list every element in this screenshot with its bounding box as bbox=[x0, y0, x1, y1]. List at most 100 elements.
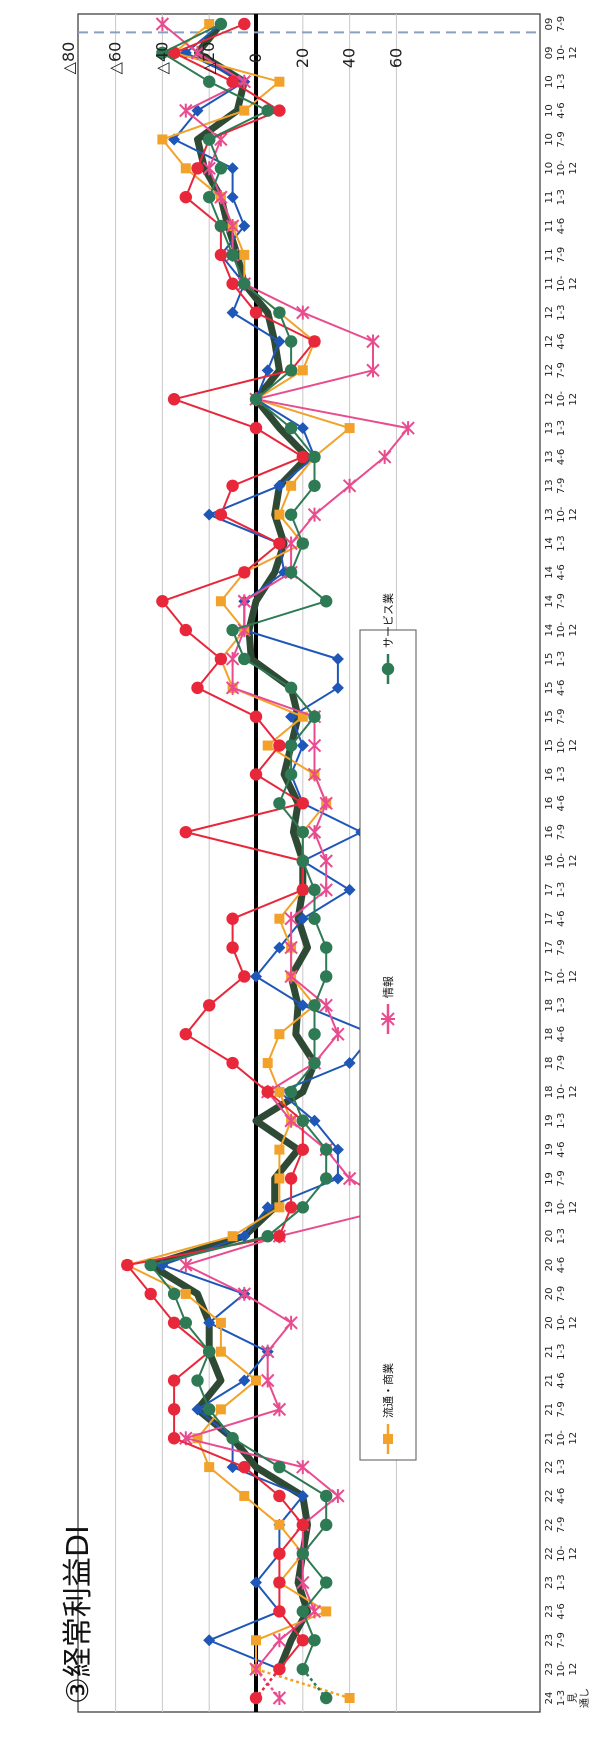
data-point bbox=[214, 190, 228, 205]
data-point bbox=[214, 162, 228, 175]
x-tick-text: 1-3 bbox=[556, 420, 567, 436]
x-tick-label: 13 4-6 bbox=[544, 449, 567, 465]
x-tick-text: 1-3 bbox=[556, 1228, 567, 1244]
x-tick-text: 16 bbox=[544, 855, 555, 868]
data-point bbox=[401, 421, 415, 436]
x-tick-text: 4-6 bbox=[556, 1257, 567, 1273]
x-tick-text: 10- bbox=[556, 737, 567, 754]
x-tick-text: 1-3 bbox=[556, 535, 567, 551]
x-tick-text: 10- bbox=[556, 622, 567, 639]
x-tick-text: 通し bbox=[579, 1688, 591, 1708]
data-point bbox=[366, 334, 380, 349]
data-point bbox=[296, 1662, 309, 1676]
x-tick-text: 14 bbox=[544, 537, 555, 550]
data-point bbox=[273, 797, 286, 810]
x-tick-text: 14 bbox=[544, 566, 555, 579]
x-tick-text: 12 bbox=[568, 855, 579, 868]
y-axis-ticks: 60 40 20 0 △20 △40 △60 △80 bbox=[59, 42, 406, 75]
x-tick-text: 21 bbox=[544, 1345, 555, 1358]
data-point bbox=[261, 104, 274, 117]
data-point bbox=[296, 1518, 309, 1532]
data-point bbox=[226, 191, 239, 204]
x-tick-text: 22 bbox=[544, 1490, 555, 1503]
data-point bbox=[273, 1605, 286, 1618]
data-point bbox=[261, 364, 274, 377]
data-point bbox=[214, 17, 228, 31]
x-tick-label: 16 10- 12 bbox=[544, 852, 579, 869]
data-point bbox=[215, 1404, 226, 1415]
data-point bbox=[238, 17, 251, 31]
data-point bbox=[284, 1315, 298, 1330]
x-tick-text: 1-3 bbox=[556, 1113, 567, 1129]
x-tick-text: 17 bbox=[544, 941, 555, 954]
x-tick-text: 12 bbox=[544, 393, 555, 406]
data-point bbox=[296, 999, 309, 1012]
x-tick-text: 16 bbox=[544, 826, 555, 839]
data-point bbox=[273, 1662, 286, 1676]
data-point bbox=[320, 595, 333, 608]
x-tick-text: 19 bbox=[544, 1201, 555, 1214]
x-tick-label: 13 10- 12 bbox=[544, 506, 579, 523]
series-4 bbox=[121, 17, 321, 1705]
x-tick-text: 22 bbox=[544, 1461, 555, 1474]
data-point bbox=[226, 1432, 239, 1445]
data-point bbox=[308, 883, 321, 897]
data-point bbox=[272, 1402, 287, 1417]
data-point bbox=[273, 1576, 286, 1589]
x-tick-label: 24 1-3 見通し bbox=[544, 1688, 591, 1708]
data-point bbox=[226, 941, 239, 954]
data-point bbox=[296, 912, 309, 925]
x-tick-text: 12 bbox=[568, 277, 579, 290]
data-point bbox=[320, 1576, 333, 1589]
data-point bbox=[191, 104, 204, 117]
x-tick-label: 21 1-3 bbox=[544, 1343, 567, 1359]
x-tick-text: 1-3 bbox=[556, 74, 567, 90]
x-tick-text: 7-9 bbox=[556, 247, 567, 263]
x-tick-label: 21 4-6 bbox=[544, 1372, 567, 1388]
data-point bbox=[260, 1373, 275, 1388]
data-point bbox=[296, 1460, 310, 1475]
x-tick-text: 12 bbox=[568, 1547, 579, 1560]
x-tick-text: 18 bbox=[544, 1086, 555, 1099]
x-tick-label: 17 4-6 bbox=[544, 911, 567, 927]
data-point bbox=[215, 596, 226, 607]
series-0 bbox=[147, 21, 318, 1671]
x-tick-label: 16 1-3 bbox=[544, 766, 567, 782]
x-tick-label: 12 1-3 bbox=[544, 304, 567, 320]
x-tick-text: 10- bbox=[556, 1199, 567, 1216]
x-tick-text: 09 bbox=[544, 18, 555, 31]
data-point bbox=[238, 566, 251, 579]
data-point bbox=[381, 662, 395, 676]
series-5 bbox=[144, 17, 333, 1705]
x-tick-text: 22 bbox=[544, 1518, 555, 1531]
x-tick-text: 13 bbox=[544, 508, 555, 521]
x-tick-text: 12 bbox=[568, 1086, 579, 1099]
data-point bbox=[284, 566, 298, 579]
x-tick-text: 7-9 bbox=[556, 709, 567, 725]
x-tick-text: 7-9 bbox=[556, 1286, 567, 1302]
data-point bbox=[284, 1113, 298, 1128]
data-point bbox=[226, 479, 239, 492]
data-point bbox=[167, 1316, 181, 1329]
x-tick-text: 12 bbox=[544, 335, 555, 348]
data-point bbox=[274, 509, 285, 520]
data-point bbox=[238, 1374, 251, 1387]
data-point bbox=[261, 1201, 274, 1214]
data-point bbox=[203, 999, 216, 1012]
x-tick-text: 4-6 bbox=[556, 680, 567, 696]
x-tick-text: 12 bbox=[568, 1663, 579, 1676]
x-tick-text: 10- bbox=[556, 852, 567, 869]
data-point bbox=[320, 970, 333, 983]
data-point bbox=[226, 306, 239, 319]
x-tick-label: 19 1-3 bbox=[544, 1113, 567, 1129]
x-tick-text: 11 bbox=[544, 249, 555, 262]
x-tick-text: 19 bbox=[544, 1172, 555, 1185]
data-point bbox=[249, 1691, 263, 1705]
x-tick-text: 7-9 bbox=[556, 939, 567, 955]
data-point bbox=[250, 1576, 262, 1589]
data-point bbox=[167, 1432, 181, 1445]
x-tick-text: 1-3 bbox=[556, 304, 567, 320]
data-point bbox=[273, 335, 286, 348]
data-point bbox=[320, 1172, 333, 1185]
x-tick-label: 20 4-6 bbox=[544, 1257, 567, 1273]
